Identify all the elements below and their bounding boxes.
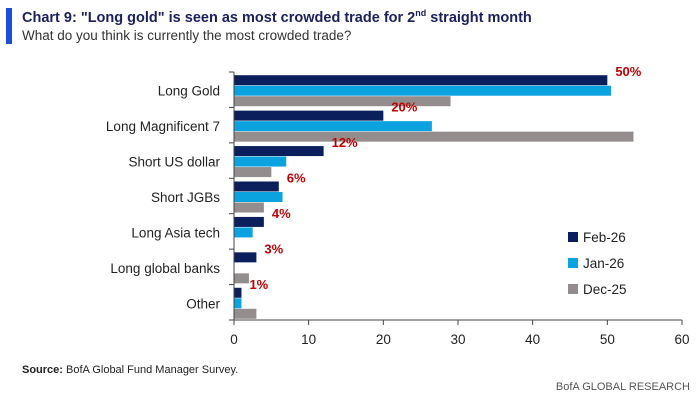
- bar-short-us-dollar-feb-26: [234, 146, 324, 157]
- bar-long-global-banks-feb-26: [234, 252, 257, 263]
- source-note: Source: BofA Global Fund Manager Survey.: [22, 364, 238, 376]
- data-label-long-global-banks: 3%: [264, 241, 283, 256]
- bar-long-magnificent-7-dec-25: [234, 131, 634, 142]
- x-tick-label-60: 60: [674, 332, 689, 347]
- bar-other-jan-26: [234, 298, 242, 309]
- chart-title: Chart 9: "Long gold" is seen as most cro…: [22, 8, 532, 26]
- x-tick-label-50: 50: [600, 332, 615, 347]
- brand-footer: BofA GLOBAL RESEARCH: [555, 381, 690, 393]
- bar-short-jgbs-jan-26: [234, 192, 283, 202]
- chart-title-main: Chart 9: "Long gold" is seen as most cro…: [22, 9, 416, 26]
- legend-label-feb-26: Feb-26: [583, 230, 626, 245]
- legend-swatch-dec-25: [568, 284, 578, 294]
- data-label-short-us-dollar: 12%: [332, 135, 358, 150]
- x-tick-label-30: 30: [450, 332, 465, 347]
- data-label-other: 1%: [249, 277, 268, 292]
- bar-long-gold-jan-26: [234, 85, 612, 96]
- data-label-long-gold: 50%: [615, 64, 641, 79]
- x-tick-label-40: 40: [525, 332, 540, 347]
- bar-short-us-dollar-jan-26: [234, 156, 287, 167]
- title-accent-bar: [6, 8, 12, 44]
- chart-title-tail: straight month: [426, 9, 532, 26]
- category-label-short-us-dollar: Short US dollar: [128, 155, 220, 170]
- legend-label-jan-26: Jan-26: [583, 256, 624, 271]
- legend-swatch-jan-26: [568, 258, 578, 268]
- bar-long-asia-tech-jan-26: [234, 227, 253, 238]
- category-label-long-magnificent-7: Long Magnificent 7: [106, 119, 220, 134]
- legend-label-dec-25: Dec-25: [583, 282, 627, 297]
- data-label-long-asia-tech: 4%: [272, 206, 291, 221]
- category-label-other: Other: [186, 296, 220, 311]
- bar-long-global-banks-dec-25: [234, 273, 249, 284]
- legend-swatch-feb-26: [568, 232, 578, 242]
- bar-long-magnificent-7-feb-26: [234, 110, 384, 121]
- chart-title-superscript: nd: [415, 8, 427, 18]
- chart-subtitle: What do you think is currently the most …: [22, 28, 352, 43]
- category-label-long-asia-tech: Long Asia tech: [131, 225, 220, 240]
- bar-other-feb-26: [234, 287, 242, 298]
- category-label-short-jgbs: Short JGBs: [151, 190, 220, 205]
- source-label: Source:: [22, 364, 63, 376]
- category-label-long-global-banks: Long global banks: [110, 261, 220, 276]
- data-label-short-jgbs: 6%: [287, 171, 306, 186]
- data-label-long-magnificent-7: 20%: [391, 100, 417, 115]
- bar-long-magnificent-7-jan-26: [234, 121, 432, 132]
- bar-short-jgbs-feb-26: [234, 181, 279, 192]
- bar-long-gold-feb-26: [234, 75, 608, 86]
- bar-short-jgbs-dec-25: [234, 202, 264, 213]
- source-text: BofA Global Fund Manager Survey.: [62, 364, 239, 376]
- category-label-long-gold: Long Gold: [158, 84, 220, 99]
- x-tick-label-0: 0: [230, 332, 238, 347]
- bar-other-dec-25: [234, 308, 257, 319]
- x-tick-label-10: 10: [301, 332, 316, 347]
- bar-long-gold-dec-25: [234, 96, 451, 107]
- x-tick-label-20: 20: [376, 332, 391, 347]
- bar-long-asia-tech-feb-26: [234, 216, 264, 227]
- bar-short-us-dollar-dec-25: [234, 167, 272, 178]
